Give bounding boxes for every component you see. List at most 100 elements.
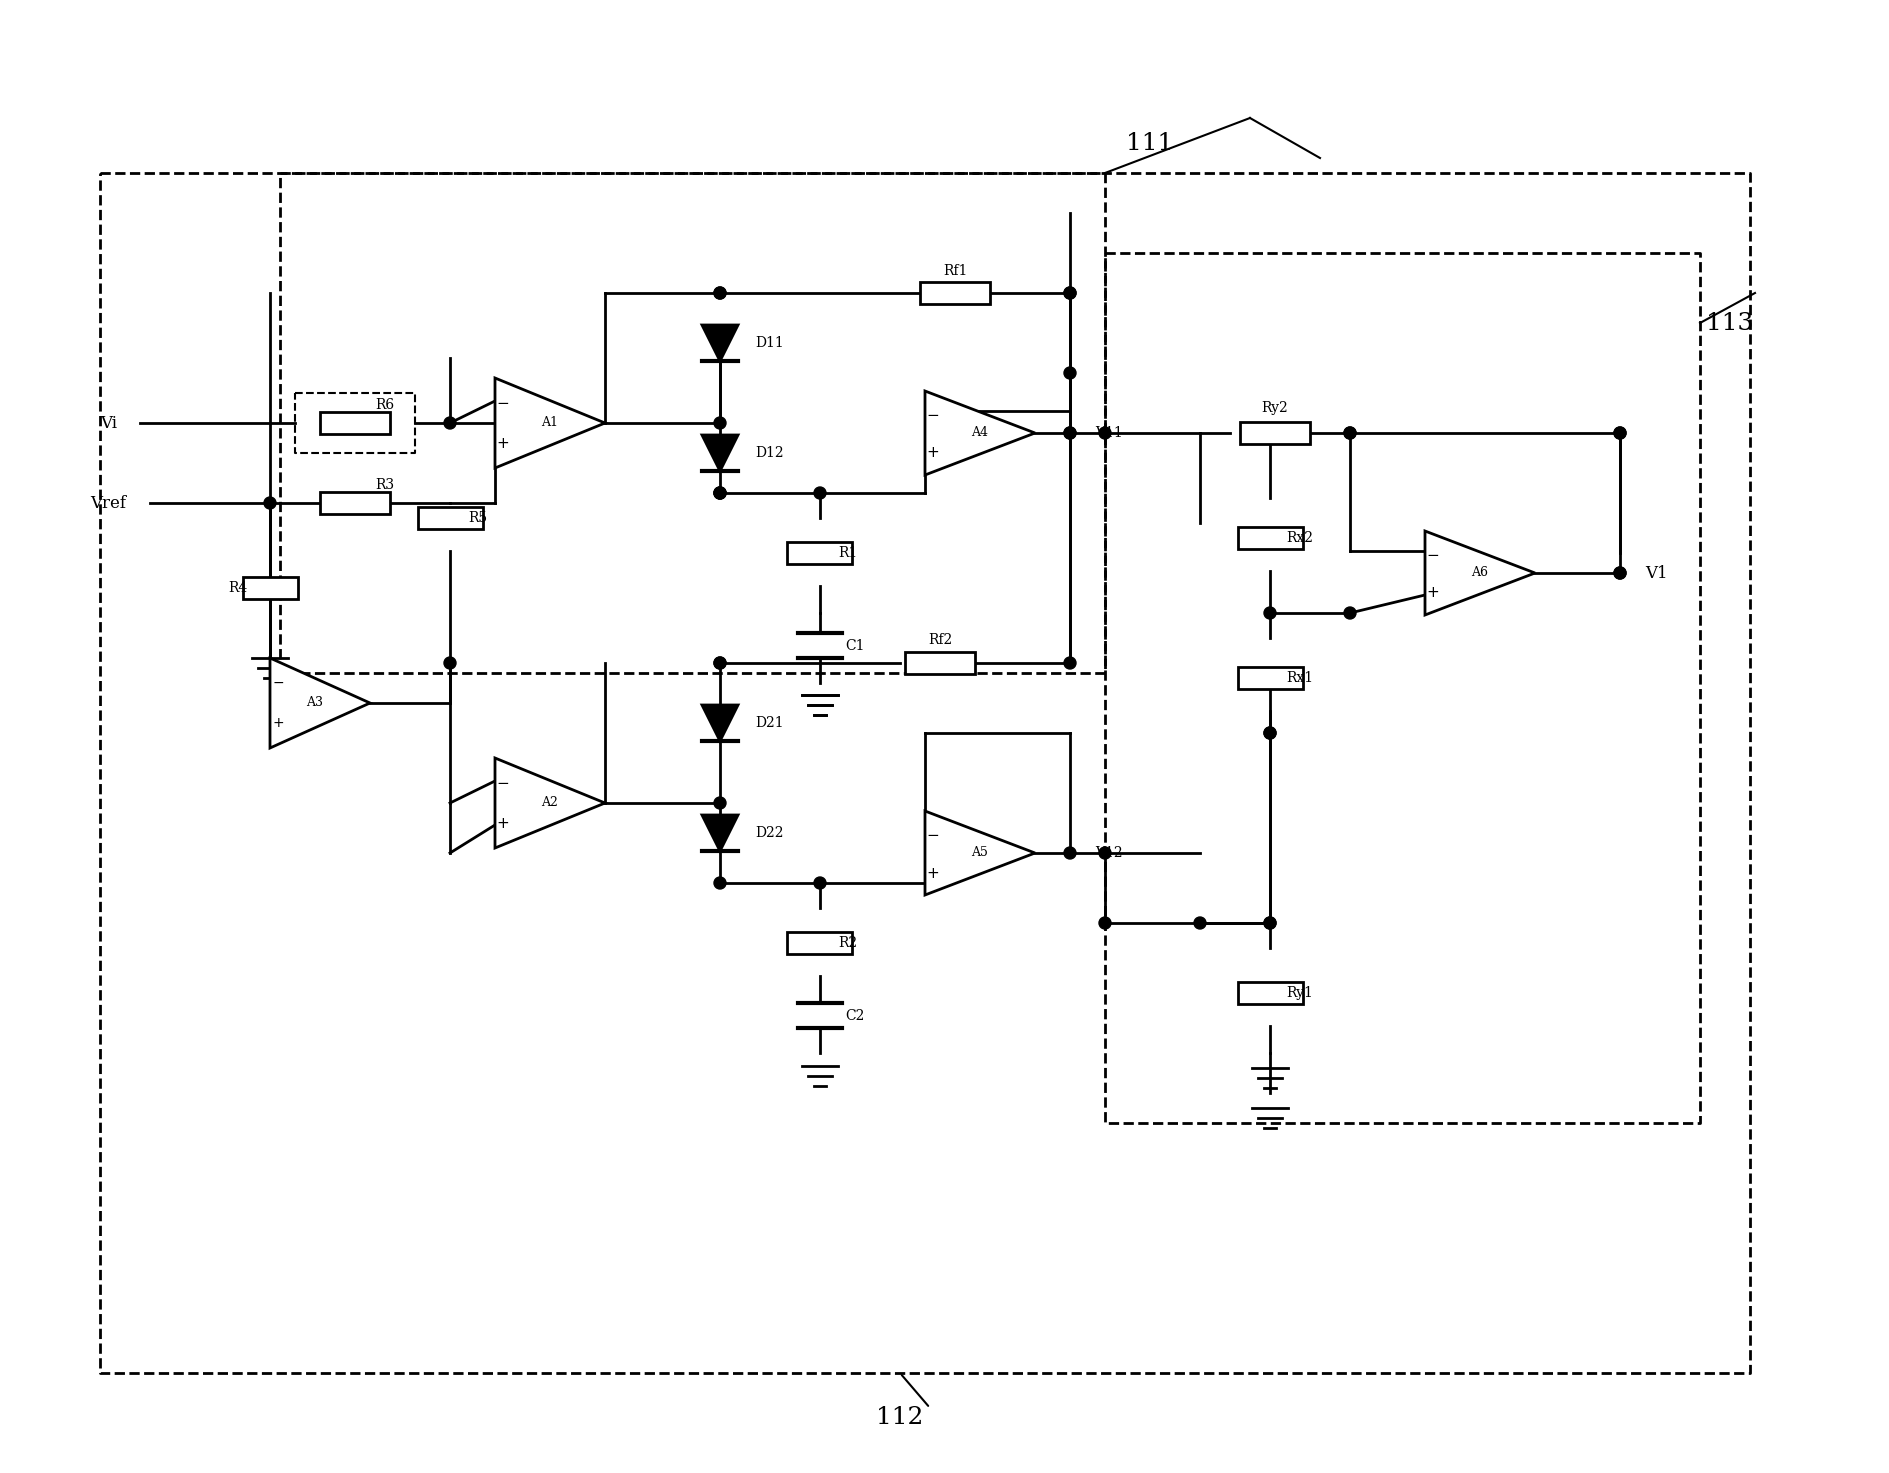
Text: A2: A2 <box>542 797 559 810</box>
Circle shape <box>1343 427 1356 439</box>
Text: D22: D22 <box>756 826 784 840</box>
Text: R1: R1 <box>839 546 858 560</box>
Circle shape <box>714 797 725 809</box>
Text: 113: 113 <box>1706 311 1753 334</box>
Bar <box>417 507 482 529</box>
Text: Rx1: Rx1 <box>1286 672 1313 685</box>
Bar <box>788 932 852 955</box>
Circle shape <box>814 488 825 499</box>
Circle shape <box>1064 427 1077 439</box>
Polygon shape <box>703 326 739 361</box>
Text: Vi: Vi <box>100 414 117 432</box>
Bar <box>905 653 975 675</box>
Circle shape <box>1343 427 1356 439</box>
Circle shape <box>714 287 725 299</box>
Text: +: + <box>272 716 283 731</box>
Text: A4: A4 <box>971 427 988 439</box>
Text: C2: C2 <box>844 1009 865 1024</box>
Text: C1: C1 <box>844 639 865 653</box>
Polygon shape <box>495 379 604 468</box>
Circle shape <box>714 488 725 499</box>
Polygon shape <box>495 759 604 848</box>
Text: A3: A3 <box>306 697 323 710</box>
Text: −: − <box>497 775 510 791</box>
Polygon shape <box>926 390 1035 474</box>
Text: R2: R2 <box>839 935 858 950</box>
Circle shape <box>1613 427 1626 439</box>
Text: R4: R4 <box>229 580 247 595</box>
Circle shape <box>714 417 725 429</box>
Circle shape <box>1264 918 1275 929</box>
Circle shape <box>1613 427 1626 439</box>
Circle shape <box>714 488 725 499</box>
Text: V12: V12 <box>1096 846 1122 860</box>
Circle shape <box>714 657 725 669</box>
Circle shape <box>1264 918 1275 929</box>
Text: R6: R6 <box>376 398 395 412</box>
Circle shape <box>714 488 725 499</box>
Circle shape <box>1264 728 1275 739</box>
Text: +: + <box>497 436 510 451</box>
Text: +: + <box>927 445 939 461</box>
Circle shape <box>1064 427 1077 439</box>
Circle shape <box>814 876 825 890</box>
Polygon shape <box>703 435 739 471</box>
Text: 112: 112 <box>876 1407 924 1429</box>
Bar <box>1237 527 1303 549</box>
Circle shape <box>714 876 725 890</box>
Polygon shape <box>926 812 1035 896</box>
Circle shape <box>714 287 725 299</box>
Circle shape <box>1064 287 1077 299</box>
Bar <box>1237 982 1303 1005</box>
Text: −: − <box>497 395 510 411</box>
Text: A6: A6 <box>1472 567 1489 579</box>
Circle shape <box>1264 728 1275 739</box>
Circle shape <box>444 657 455 669</box>
Text: −: − <box>927 828 939 844</box>
Circle shape <box>1194 918 1205 929</box>
Text: −: − <box>1426 548 1439 564</box>
Circle shape <box>714 657 725 669</box>
Text: R3: R3 <box>376 479 395 492</box>
Bar <box>1239 421 1309 443</box>
Circle shape <box>1099 427 1111 439</box>
Circle shape <box>1343 607 1356 619</box>
Text: +: + <box>927 866 939 881</box>
Text: Rx2: Rx2 <box>1286 530 1313 545</box>
Text: Rf2: Rf2 <box>927 633 952 647</box>
Circle shape <box>1099 918 1111 929</box>
Circle shape <box>1264 607 1275 619</box>
Text: A1: A1 <box>542 417 559 430</box>
Bar <box>319 492 389 514</box>
Text: R5: R5 <box>468 511 487 524</box>
Circle shape <box>264 496 276 510</box>
Text: D21: D21 <box>756 716 784 731</box>
Bar <box>242 577 297 600</box>
Bar <box>319 412 389 435</box>
Text: +: + <box>1426 585 1439 601</box>
Text: Rf1: Rf1 <box>943 264 967 278</box>
Text: D12: D12 <box>756 446 784 460</box>
Text: D11: D11 <box>756 336 784 351</box>
Circle shape <box>1613 567 1626 579</box>
Polygon shape <box>703 815 739 851</box>
Text: −: − <box>272 676 283 689</box>
Text: Ry2: Ry2 <box>1262 401 1288 415</box>
Circle shape <box>1613 567 1626 579</box>
Polygon shape <box>270 658 370 748</box>
Polygon shape <box>703 706 739 741</box>
Text: V11: V11 <box>1096 426 1122 440</box>
Circle shape <box>1064 657 1077 669</box>
Bar <box>920 281 990 303</box>
Text: 111: 111 <box>1126 131 1173 155</box>
Circle shape <box>1099 847 1111 859</box>
Circle shape <box>1064 287 1077 299</box>
Circle shape <box>444 417 455 429</box>
Text: Vref: Vref <box>91 495 127 511</box>
Circle shape <box>1064 847 1077 859</box>
Circle shape <box>1064 367 1077 379</box>
Polygon shape <box>1424 530 1536 616</box>
Text: A5: A5 <box>971 847 988 860</box>
Bar <box>1237 667 1303 689</box>
Text: V1: V1 <box>1645 564 1668 582</box>
